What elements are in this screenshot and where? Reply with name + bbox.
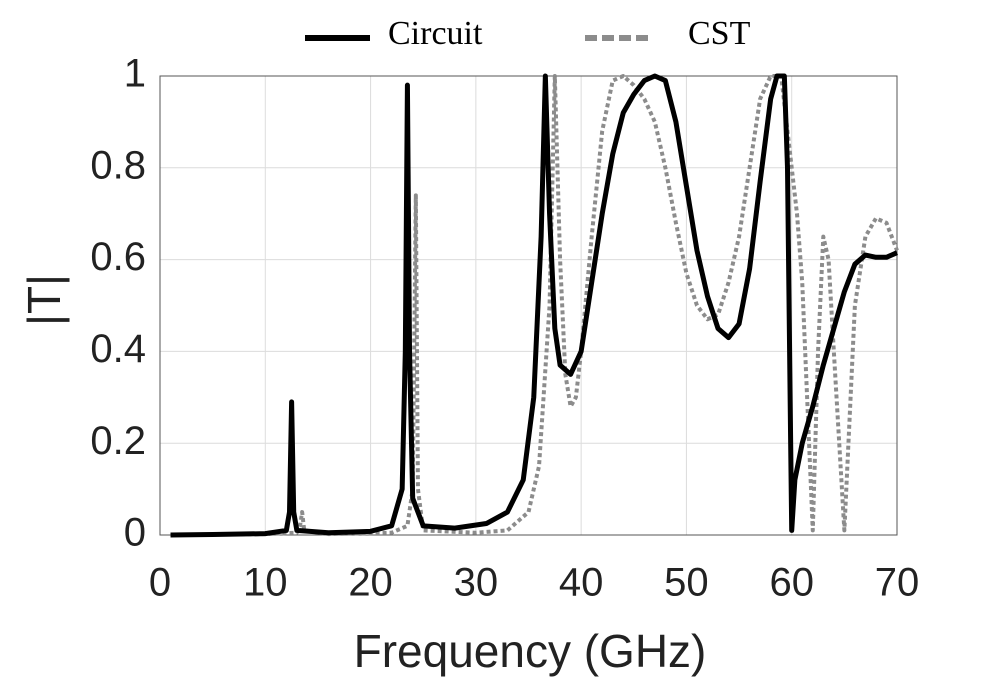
y-tick-label: 0.4 [90,327,146,371]
x-tick-label: 60 [769,561,814,605]
x-tick-label: 20 [348,561,393,605]
x-tick-label: 0 [149,561,171,605]
x-tick-label: 40 [559,561,604,605]
series-line [170,74,899,537]
series-line [170,73,898,538]
legend-label: CST [688,15,751,52]
x-tick-label: 10 [243,561,288,605]
plot-frame [159,75,898,536]
y-tick-label: 0.6 [90,235,146,279]
x-tick-label: 30 [454,561,499,605]
x-tick-label: 50 [664,561,709,605]
y-tick-label: 0.2 [90,419,146,463]
y-tick-label: 1 [124,52,146,96]
x-axis-label: Frequency (GHz) [354,625,707,677]
legend-label: Circuit [388,15,483,52]
y-tick-label: 0.8 [90,143,146,187]
y-axis-label: |T| [18,274,70,326]
y-tick-label: 0 [124,511,146,555]
x-tick-label: 70 [875,561,920,605]
